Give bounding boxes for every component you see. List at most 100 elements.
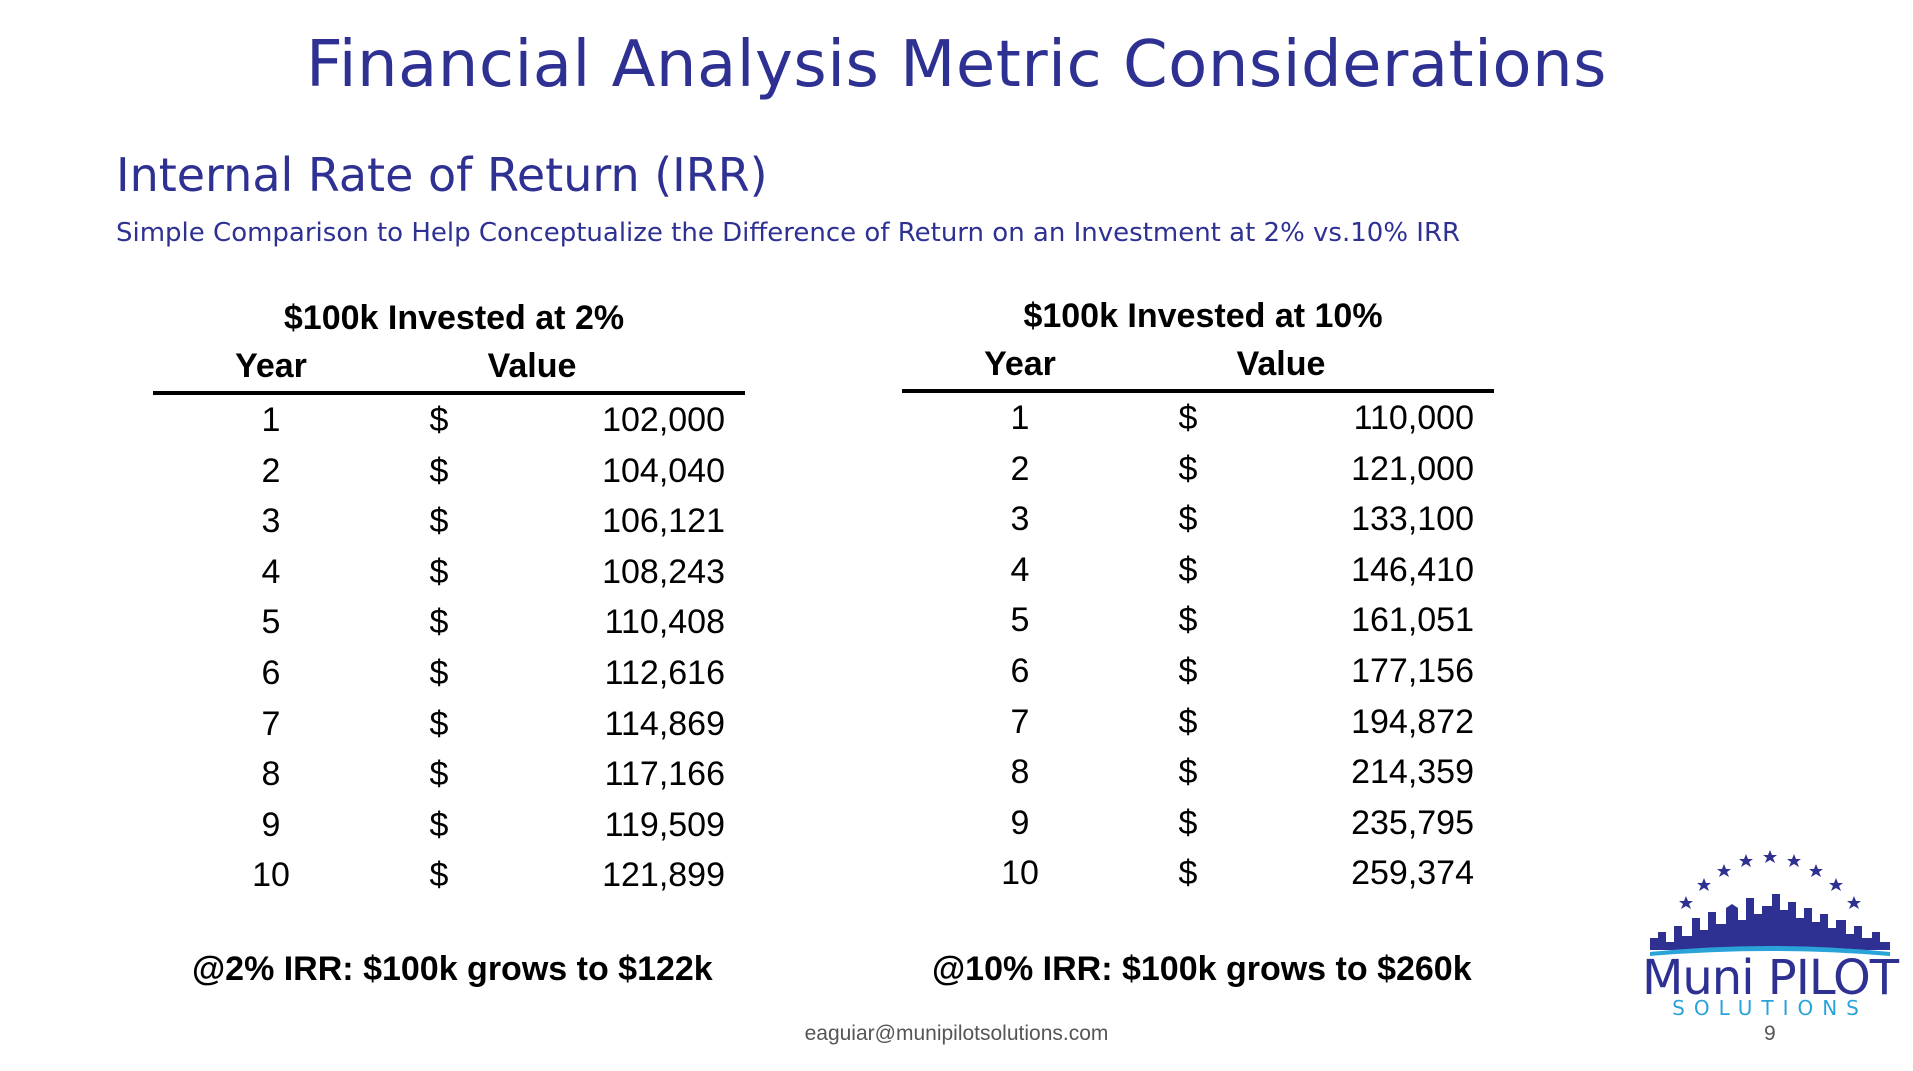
year-cell: 7 <box>261 704 281 743</box>
year-cell: 8 <box>261 755 281 794</box>
currency-cell: $ <box>1178 449 1198 488</box>
currency-cell: $ <box>1178 803 1198 842</box>
value-cell: 117,166 <box>604 755 725 794</box>
table-row: 4 $108,243 <box>153 547 745 598</box>
value-header: Value <box>487 347 577 385</box>
table-row: 5 $110,408 <box>153 597 745 648</box>
value-cell: 259,374 <box>1351 854 1474 893</box>
table-row: 10 $121,899 <box>153 850 745 901</box>
table-header: Year Value <box>902 339 1494 393</box>
slide-tagline: Simple Comparison to Help Conceptualize … <box>116 218 1461 248</box>
value-cell: 104,040 <box>602 451 725 490</box>
currency-cell: $ <box>429 653 449 692</box>
currency-cell: $ <box>1178 399 1198 437</box>
table-row: 5 $161,051 <box>902 595 1494 646</box>
year-cell: 10 <box>1001 854 1039 893</box>
year-cell: 9 <box>1010 803 1030 842</box>
table-row: 2 $104,040 <box>153 446 745 497</box>
table-row: 6 $177,156 <box>902 646 1494 697</box>
year-cell: 6 <box>261 653 281 692</box>
year-cell: 1 <box>261 401 281 439</box>
value-cell: 102,000 <box>602 401 725 439</box>
table-row: 9 $235,795 <box>902 798 1494 849</box>
year-cell: 5 <box>1010 601 1030 640</box>
value-cell: 194,872 <box>1351 702 1474 741</box>
table-10-percent: $100k Invested at 10% Year Value 1 $110,0… <box>902 293 1494 899</box>
year-cell: 8 <box>1010 753 1030 792</box>
table-row: 2 $121,000 <box>902 444 1494 495</box>
table-row: 7 $194,872 <box>902 697 1494 748</box>
table-row: 9 $119,509 <box>153 800 745 851</box>
currency-cell: $ <box>1178 753 1198 792</box>
value-cell: 121,899 <box>602 856 725 895</box>
currency-cell: $ <box>429 451 449 490</box>
value-cell: 108,243 <box>602 552 725 591</box>
table-row: 1 $102,000 <box>153 395 745 446</box>
year-cell: 4 <box>261 552 281 591</box>
table-row: 1 $110,000 <box>902 393 1494 444</box>
slide-title: Financial Analysis Metric Considerations <box>306 28 1607 102</box>
table-row: 3 $106,121 <box>153 496 745 547</box>
currency-cell: $ <box>1178 702 1198 741</box>
table-row: 3 $133,100 <box>902 494 1494 545</box>
currency-cell: $ <box>429 401 449 439</box>
value-cell: 114,869 <box>604 704 725 743</box>
value-header: Value <box>1236 345 1326 383</box>
year-cell: 5 <box>261 603 281 642</box>
table-2-percent: $100k Invested at 2% Year Value 1 $102,00… <box>153 295 745 901</box>
value-cell: 119,509 <box>604 805 725 844</box>
table-row: 10 $259,374 <box>902 848 1494 899</box>
year-cell: 6 <box>1010 651 1030 690</box>
table-row: 6 $112,616 <box>153 648 745 699</box>
table-row: 4 $146,410 <box>902 545 1494 596</box>
year-header: Year <box>984 345 1056 383</box>
table-header: Year Value <box>153 341 745 395</box>
value-cell: 110,408 <box>604 603 725 642</box>
currency-cell: $ <box>1178 601 1198 640</box>
year-cell: 3 <box>261 502 281 541</box>
value-cell: 146,410 <box>1351 550 1474 589</box>
currency-cell: $ <box>429 755 449 794</box>
value-cell: 112,616 <box>604 653 725 692</box>
summary-10-percent: @10% IRR: $100k grows to $260k <box>932 950 1472 988</box>
table-title: $100k Invested at 10% <box>1023 297 1383 335</box>
currency-cell: $ <box>429 552 449 591</box>
value-cell: 235,795 <box>1351 803 1474 842</box>
summary-2-percent: @2% IRR: $100k grows to $122k <box>192 950 713 988</box>
year-cell: 4 <box>1010 550 1030 589</box>
year-cell: 3 <box>1010 500 1030 539</box>
logo-name: Muni PILOT <box>1641 950 1899 1006</box>
logo-sub: SOLUTIONS <box>1672 996 1868 1020</box>
currency-cell: $ <box>1178 854 1198 893</box>
value-cell: 161,051 <box>1351 601 1474 640</box>
year-cell: 2 <box>261 451 281 490</box>
table-row: 8 $214,359 <box>902 747 1494 798</box>
table-row: 8 $117,166 <box>153 749 745 800</box>
year-cell: 2 <box>1010 449 1030 488</box>
value-cell: 110,000 <box>1353 399 1474 437</box>
table-row: 7 $114,869 <box>153 699 745 750</box>
value-cell: 106,121 <box>602 502 725 541</box>
currency-cell: $ <box>429 704 449 743</box>
page-number: 9 <box>1764 1022 1776 1045</box>
year-cell: 7 <box>1010 702 1030 741</box>
year-cell: 1 <box>1010 399 1030 437</box>
currency-cell: $ <box>1178 651 1198 690</box>
currency-cell: $ <box>429 805 449 844</box>
muni-pilot-logo-skyline-icon <box>1650 850 1890 956</box>
value-cell: 214,359 <box>1351 753 1474 792</box>
value-cell: 133,100 <box>1351 500 1474 539</box>
value-cell: 177,156 <box>1351 651 1474 690</box>
currency-cell: $ <box>429 856 449 895</box>
currency-cell: $ <box>429 502 449 541</box>
footer-email: eaguiar@munipilotsolutions.com <box>804 1022 1109 1045</box>
year-cell: 10 <box>252 856 290 895</box>
year-cell: 9 <box>261 805 281 844</box>
currency-cell: $ <box>429 603 449 642</box>
value-cell: 121,000 <box>1351 449 1474 488</box>
currency-cell: $ <box>1178 550 1198 589</box>
currency-cell: $ <box>1178 500 1198 539</box>
table-title: $100k Invested at 2% <box>283 299 625 337</box>
year-header: Year <box>235 347 307 385</box>
slide-subtitle: Internal Rate of Return (IRR) <box>116 148 768 202</box>
